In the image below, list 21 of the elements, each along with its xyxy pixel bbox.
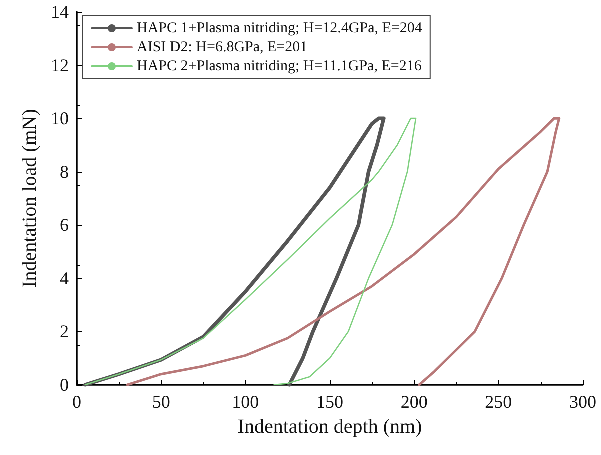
x-tick-label: 150 [316,392,344,412]
x-tick-label: 300 [570,392,596,412]
y-tick-label: 14 [51,2,69,22]
y-axis-title: Indentation load (mN) [19,109,42,288]
x-tick-label: 50 [152,392,170,412]
y-tick-label: 4 [60,268,69,288]
y-tick-label: 0 [60,375,69,395]
x-tick-label: 250 [485,392,512,412]
y-tick-label: 6 [60,215,69,236]
y-tick-label: 2 [60,322,69,342]
x-tick-label: 0 [72,392,82,412]
line-series [126,117,561,386]
x-tick-label: 200 [400,392,428,412]
x-tick-label: 100 [232,392,260,412]
legend-label: HAPC 1+Plasma nitriding; H=12.4GPa, E=204 [137,20,423,36]
legend-label: HAPC 2+Plasma nitriding; H=11.1GPa, E=216 [137,58,422,74]
y-tick-label: 10 [51,108,69,129]
legend-label: AISI D2: H=6.8GPa, E=201 [137,40,308,56]
y-tick-label: 12 [51,55,69,76]
y-tick-label: 8 [60,162,69,182]
x-axis-title: Indentation depth (nm) [238,416,422,438]
